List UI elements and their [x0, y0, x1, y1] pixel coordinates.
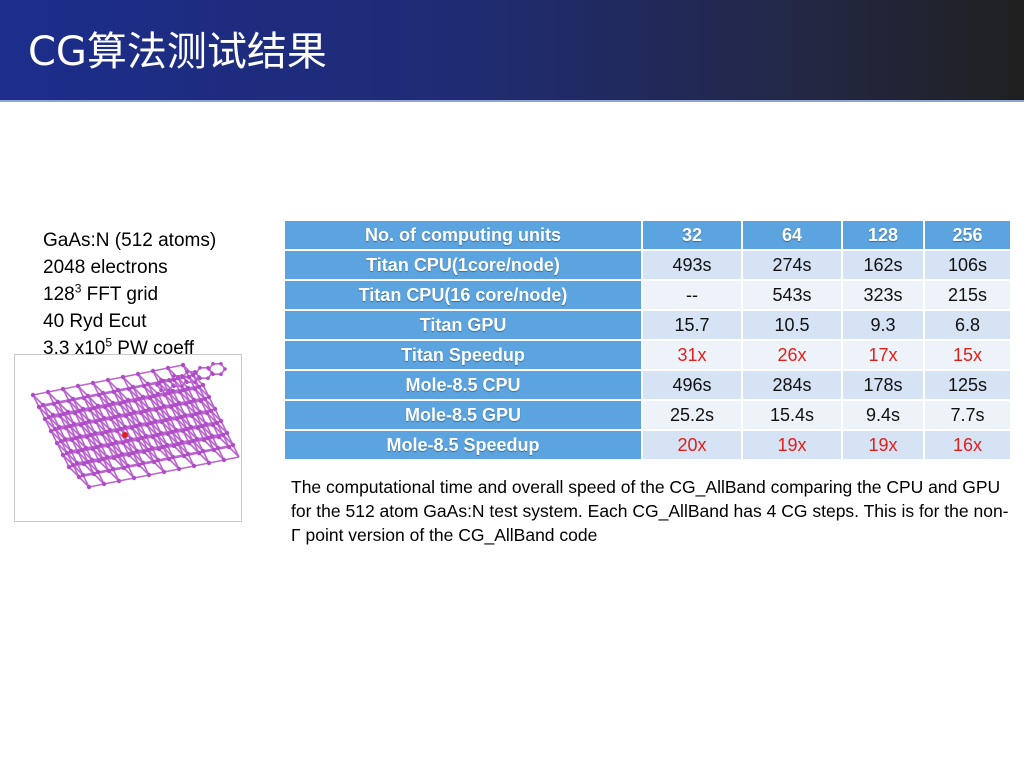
row-label: Titan GPU — [283, 309, 643, 341]
table-cell: 15x — [923, 339, 1012, 371]
table-row: Titan CPU(16 core/node) -- 543s 323s 215s — [283, 279, 1012, 311]
table-cell: 16x — [923, 429, 1012, 461]
table-cell: 9.4s — [841, 399, 925, 431]
header-cell: 128 — [841, 219, 925, 251]
slide-title: CG算法测试结果 — [28, 29, 327, 75]
table-cell: 496s — [641, 369, 743, 401]
table-cell: 25.2s — [641, 399, 743, 431]
table-cell: 125s — [923, 369, 1012, 401]
table-cell: 19x — [841, 429, 925, 461]
table-row: Titan CPU(1core/node) 493s 274s 162s 106s — [283, 249, 1012, 281]
header-cell: 64 — [741, 219, 843, 251]
spec-fft-grid: 1283 FFT grid — [43, 281, 159, 305]
table-cell: 7.7s — [923, 399, 1012, 431]
row-label: Mole-8.5 CPU — [283, 369, 643, 401]
table-cell: 17x — [841, 339, 925, 371]
row-label: Titan CPU(16 core/node) — [283, 279, 643, 311]
row-label: Titan Speedup — [283, 339, 643, 371]
table-cell: 15.7 — [641, 309, 743, 341]
slide-title-bar: CG算法测试结果 — [0, 0, 1024, 102]
table-row: Titan GPU 15.7 10.5 9.3 6.8 — [283, 309, 1012, 341]
table-cell: 274s — [741, 249, 843, 281]
table-row: Mole-8.5 GPU 25.2s 15.4s 9.4s 7.7s — [283, 399, 1012, 431]
table-row: Titan Speedup 31x 26x 17x 15x — [283, 339, 1012, 371]
table-row: Mole-8.5 CPU 496s 284s 178s 125s — [283, 369, 1012, 401]
table-cell: 10.5 — [741, 309, 843, 341]
header-cell: 32 — [641, 219, 743, 251]
spec-ecut: 40 Ryd Ecut — [43, 311, 147, 332]
spec-system: GaAs:N (512 atoms) — [43, 230, 217, 251]
table-row: Mole-8.5 Speedup 20x 19x 19x 16x — [283, 429, 1012, 461]
table-cell: 31x — [641, 339, 743, 371]
table-header-row: No. of computing units 32 64 128 256 — [283, 219, 1012, 251]
table-cell: 493s — [641, 249, 743, 281]
table-cell: 106s — [923, 249, 1012, 281]
table-cell: 19x — [741, 429, 843, 461]
header-cell: No. of computing units — [283, 219, 643, 251]
table-cell: 162s — [841, 249, 925, 281]
table-cell: 543s — [741, 279, 843, 311]
spec-electrons: 2048 electrons — [43, 257, 168, 278]
header-cell: 256 — [923, 219, 1012, 251]
crystal-lattice-drawing — [30, 362, 240, 490]
system-specs: GaAs:N (512 atoms) 2048 electrons 1283 F… — [43, 227, 273, 355]
table-cell: 178s — [841, 369, 925, 401]
table-cell: 284s — [741, 369, 843, 401]
row-label: Titan CPU(1core/node) — [283, 249, 643, 281]
table-cell: 323s — [841, 279, 925, 311]
row-label: Mole-8.5 Speedup — [283, 429, 643, 461]
table-cell: 26x — [741, 339, 843, 371]
results-table: No. of computing units 32 64 128 256 Tit… — [283, 219, 1012, 461]
row-label: Mole-8.5 GPU — [283, 399, 643, 431]
table-cell: 20x — [641, 429, 743, 461]
table-caption: The computational time and overall speed… — [291, 477, 1009, 545]
table-cell: 9.3 — [841, 309, 925, 341]
table-cell: 215s — [923, 279, 1012, 311]
table-cell: -- — [641, 279, 743, 311]
table-cell: 15.4s — [741, 399, 843, 431]
spec-pw-coeff: 3.3 x105 PW coeff — [43, 335, 195, 355]
table-cell: 6.8 — [923, 309, 1012, 341]
crystal-structure-image — [14, 354, 242, 522]
